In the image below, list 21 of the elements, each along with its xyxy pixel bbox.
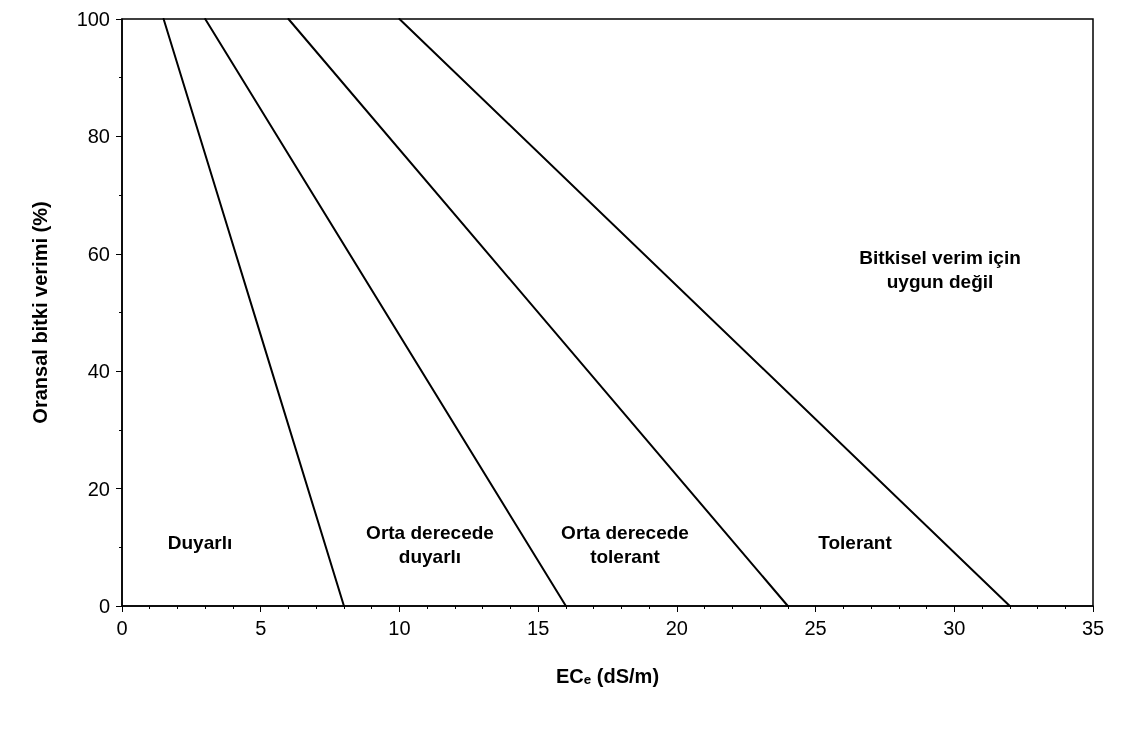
x-tick-label: 5 <box>255 617 267 639</box>
annotation: Tolerant <box>818 531 893 553</box>
y-tick-label: 40 <box>87 360 110 383</box>
y-axis-title: Oransal bitki verimi (%) <box>29 201 51 424</box>
x-tick-label: 20 <box>665 617 688 639</box>
y-tick-label: 100 <box>76 8 110 30</box>
x-tick-label: 10 <box>388 617 411 639</box>
x-tick-label: 30 <box>943 617 966 639</box>
y-tick-label: 0 <box>98 595 110 617</box>
x-tick-label: 35 <box>1081 617 1105 639</box>
x-tick-label: 0 <box>116 617 128 639</box>
annotation: Duyarlı <box>167 531 233 553</box>
annotation: Orta derecede tolerant <box>561 521 689 567</box>
x-axis-title: ECₑ (dS/m) <box>555 665 660 687</box>
y-tick-label: 80 <box>87 125 110 148</box>
x-tick-label: 15 <box>527 617 550 639</box>
x-tick-label: 25 <box>804 617 827 639</box>
y-tick-label: 60 <box>87 242 110 265</box>
annotation: Bitkisel verim için uygun değil <box>859 246 1021 292</box>
y-tick-label: 20 <box>87 477 110 500</box>
annotation: Orta derecede duyarlı <box>366 521 494 567</box>
